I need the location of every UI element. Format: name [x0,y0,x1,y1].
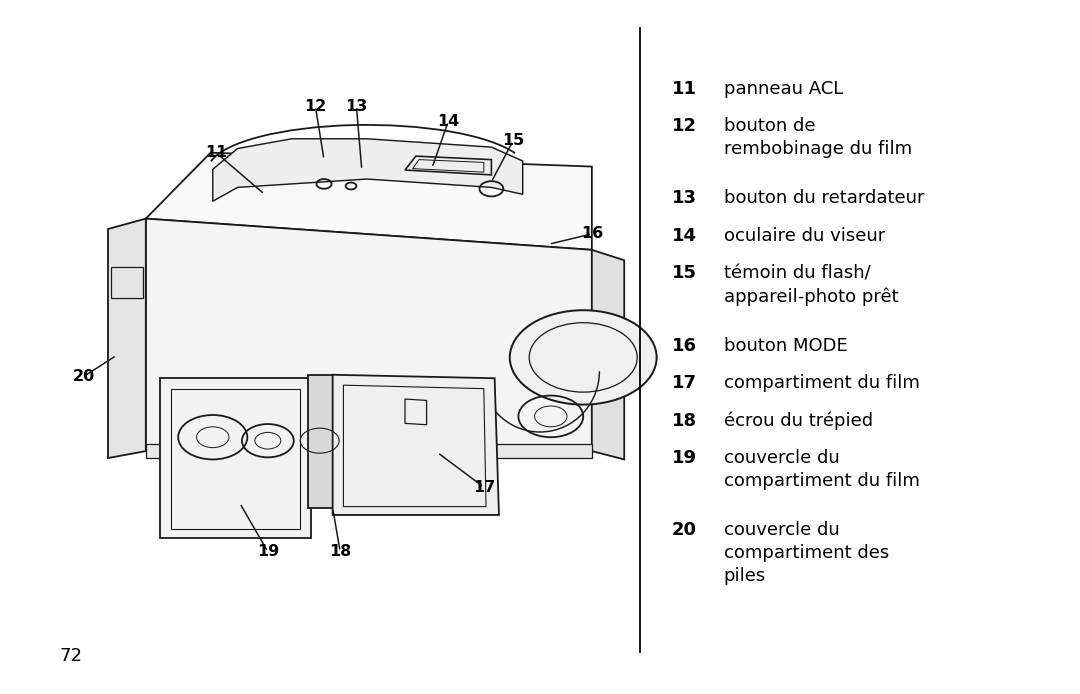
Text: bouton MODE: bouton MODE [724,337,848,355]
Text: compartiment du film: compartiment du film [724,374,919,392]
Text: 16: 16 [672,337,697,355]
Text: 16: 16 [581,226,603,242]
Text: 17: 17 [473,480,495,495]
Text: couvercle du
compartiment des
piles: couvercle du compartiment des piles [724,521,889,585]
Polygon shape [108,219,146,458]
Polygon shape [146,153,592,250]
Text: 13: 13 [672,189,697,208]
Text: panneau ACL: panneau ACL [724,80,842,98]
Text: 20: 20 [672,521,697,539]
Text: 11: 11 [205,145,227,160]
Text: 20: 20 [73,369,95,384]
Text: 15: 15 [502,133,524,149]
Polygon shape [592,250,624,459]
Polygon shape [213,139,523,201]
Text: 12: 12 [305,99,326,114]
Text: 14: 14 [437,114,459,129]
Circle shape [510,310,657,405]
Polygon shape [146,219,592,451]
Text: bouton du retardateur: bouton du retardateur [724,189,924,208]
Polygon shape [308,375,333,508]
Text: 17: 17 [672,374,697,392]
Text: 19: 19 [672,449,697,467]
Text: témoin du flash/
appareil-photo prêt: témoin du flash/ appareil-photo prêt [724,264,899,306]
Polygon shape [333,375,499,515]
Text: 72: 72 [59,647,82,665]
Text: 11: 11 [672,80,697,98]
Text: 14: 14 [672,227,697,245]
Text: 19: 19 [257,544,279,559]
Text: 13: 13 [346,99,367,114]
Text: 15: 15 [672,264,697,282]
Text: oculaire du viseur: oculaire du viseur [724,227,885,245]
Text: 18: 18 [672,412,697,430]
Text: bouton de
rembobinage du film: bouton de rembobinage du film [724,117,912,158]
Polygon shape [160,378,311,538]
Polygon shape [146,444,592,458]
Text: couvercle du
compartiment du film: couvercle du compartiment du film [724,449,919,490]
Text: écrou du trépied: écrou du trépied [724,412,873,430]
Text: 18: 18 [329,544,351,559]
Text: 12: 12 [672,117,697,135]
